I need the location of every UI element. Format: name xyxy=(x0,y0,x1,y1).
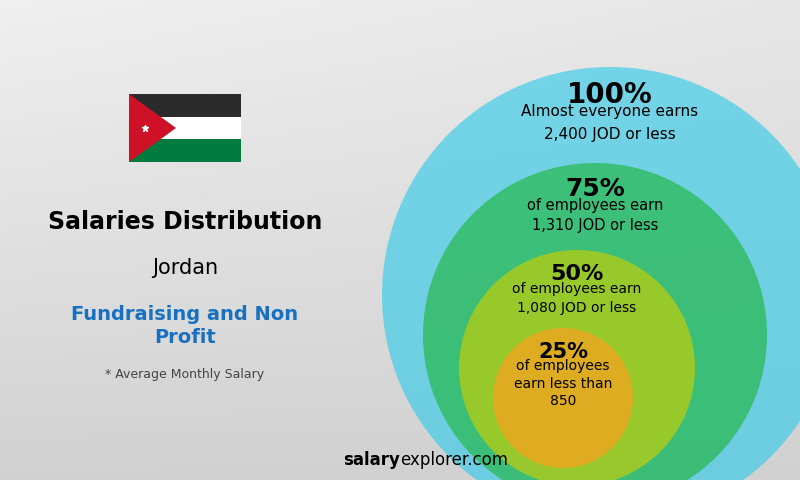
Text: Salaries Distribution: Salaries Distribution xyxy=(48,210,322,234)
Text: salary: salary xyxy=(343,451,400,469)
Bar xyxy=(129,94,241,117)
Text: 100%: 100% xyxy=(567,81,653,109)
Circle shape xyxy=(493,328,633,468)
Circle shape xyxy=(382,67,800,480)
Text: 25%: 25% xyxy=(538,342,588,362)
Circle shape xyxy=(459,250,695,480)
Text: Fundraising and Non
Profit: Fundraising and Non Profit xyxy=(71,305,298,347)
Text: earn less than: earn less than xyxy=(514,376,612,391)
Text: explorer.com: explorer.com xyxy=(400,451,508,469)
Bar xyxy=(129,117,241,139)
Circle shape xyxy=(423,163,767,480)
Text: 850: 850 xyxy=(550,394,576,408)
Polygon shape xyxy=(129,94,176,162)
Text: of employees: of employees xyxy=(516,359,610,373)
Text: 50%: 50% xyxy=(550,264,604,284)
Text: 1,080 JOD or less: 1,080 JOD or less xyxy=(518,301,637,315)
Text: of employees earn: of employees earn xyxy=(512,282,642,296)
Text: * Average Monthly Salary: * Average Monthly Salary xyxy=(106,368,265,381)
Text: of employees earn: of employees earn xyxy=(527,198,663,213)
Text: Almost everyone earns: Almost everyone earns xyxy=(522,104,698,119)
Text: 2,400 JOD or less: 2,400 JOD or less xyxy=(544,127,676,142)
Text: 1,310 JOD or less: 1,310 JOD or less xyxy=(532,218,658,233)
Bar xyxy=(129,139,241,162)
Text: Jordan: Jordan xyxy=(152,258,218,278)
Text: 75%: 75% xyxy=(565,177,625,201)
